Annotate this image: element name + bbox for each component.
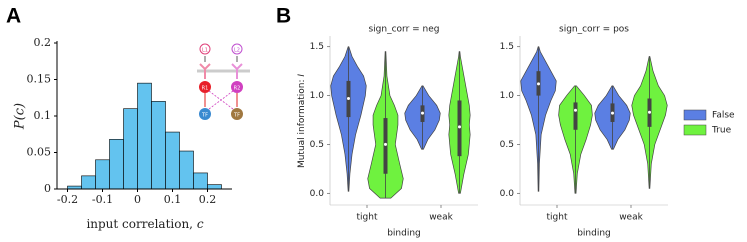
inset-label: R2 bbox=[234, 86, 241, 92]
receptor bbox=[199, 63, 211, 79]
bar bbox=[137, 82, 152, 190]
median bbox=[347, 97, 350, 101]
median bbox=[574, 108, 577, 112]
inset-label: L1 bbox=[202, 48, 208, 54]
bar bbox=[123, 108, 138, 190]
facet-title: sign_corr = pos bbox=[559, 25, 629, 35]
y-tick-label: 0.1 bbox=[34, 109, 52, 122]
legend-swatch bbox=[683, 109, 707, 121]
y-tick-label: 0.0 bbox=[500, 189, 515, 199]
inset-label: TF bbox=[233, 113, 240, 119]
x-tick-label: 0 bbox=[134, 193, 141, 206]
bar bbox=[179, 150, 194, 190]
facet-title: sign_corr = neg bbox=[368, 25, 439, 35]
x-axis-label: binding bbox=[387, 229, 421, 239]
x-tick-label: weak bbox=[619, 213, 643, 223]
inset-diagram: L1 L2 R1 R2 TF TF bbox=[197, 43, 250, 120]
median bbox=[458, 125, 461, 129]
x-axis-label-symbol: c bbox=[197, 217, 204, 231]
y-tick-label: 0.05 bbox=[27, 146, 52, 159]
x-tick-label: -0.2 bbox=[57, 193, 78, 206]
median bbox=[611, 111, 614, 115]
legend-label: False bbox=[712, 111, 735, 121]
bar bbox=[151, 101, 166, 190]
y-tick-label: 0.5 bbox=[500, 140, 514, 150]
x-tick-label: -0.1 bbox=[92, 193, 113, 206]
x-tick-label: 0.2 bbox=[199, 193, 217, 206]
y-axis-label-symbol: I bbox=[297, 74, 307, 77]
y-tick-label: 0.5 bbox=[310, 140, 324, 150]
ligand bbox=[199, 43, 211, 55]
tf-node bbox=[199, 108, 211, 120]
arrow bbox=[204, 56, 238, 62]
median bbox=[648, 110, 651, 114]
x-tick-label: tight bbox=[547, 213, 568, 223]
x-tick-label: weak bbox=[429, 213, 453, 223]
arrow bbox=[204, 93, 238, 107]
inset-label: R1 bbox=[202, 86, 209, 92]
y-tick-label: 0 bbox=[44, 182, 51, 195]
legend-label: True bbox=[711, 126, 732, 136]
bar bbox=[165, 131, 180, 190]
x-axis-label: binding bbox=[577, 229, 611, 239]
bar bbox=[207, 184, 222, 190]
median bbox=[421, 111, 424, 115]
median bbox=[384, 142, 387, 146]
receptor bbox=[231, 63, 243, 79]
panel-label: A bbox=[6, 5, 21, 28]
inset-label: L2 bbox=[234, 48, 240, 54]
quartile-box bbox=[573, 102, 578, 130]
x-tick-label: 0.1 bbox=[164, 193, 182, 206]
y-axis-label: Mutual information: I bbox=[297, 74, 307, 168]
x-tick-label: tight bbox=[357, 213, 378, 223]
bar bbox=[193, 172, 208, 190]
y-tick-label: 0.15 bbox=[27, 73, 52, 86]
y-tick-label: 1.5 bbox=[310, 42, 324, 52]
receptor-node bbox=[199, 81, 211, 93]
y-tick-label: 0.2 bbox=[34, 36, 52, 49]
x-axis-label: input correlation, c bbox=[86, 217, 203, 231]
y-axis-label-text: Mutual information: bbox=[297, 77, 307, 168]
y-tick-label: 1.0 bbox=[500, 91, 515, 101]
y-tick-label: 1.0 bbox=[310, 91, 325, 101]
y-tick-label: 0.0 bbox=[310, 189, 325, 199]
median bbox=[537, 82, 540, 86]
tf-node bbox=[231, 108, 243, 120]
y-axis-label: P(c) bbox=[13, 103, 28, 130]
panel-label: B bbox=[276, 5, 291, 28]
receptor-node bbox=[231, 81, 243, 93]
inset-label: TF bbox=[201, 113, 208, 119]
y-tick-label: 1.5 bbox=[500, 42, 514, 52]
bar bbox=[81, 175, 96, 190]
cross-arrow bbox=[208, 90, 234, 110]
bar bbox=[109, 139, 124, 190]
bar bbox=[95, 159, 110, 190]
legend-swatch bbox=[683, 124, 707, 136]
ligand bbox=[231, 43, 243, 55]
x-axis-label-text: input correlation, bbox=[86, 217, 196, 231]
